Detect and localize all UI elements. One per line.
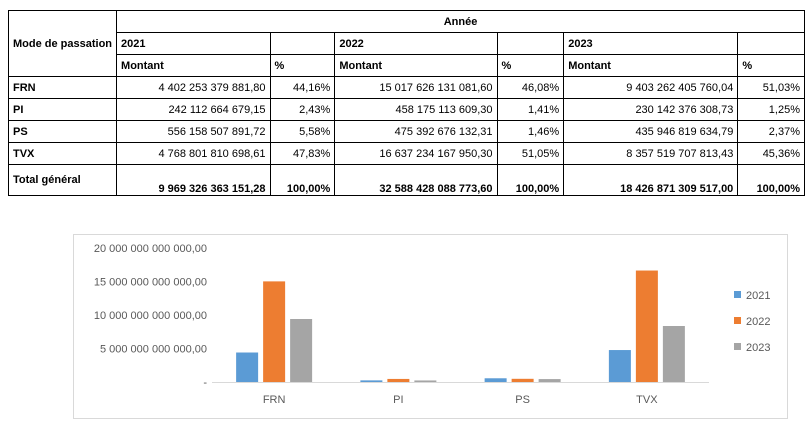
row-label: TVX: [7, 142, 118, 165]
legend-swatch: [734, 317, 741, 324]
cell: 44,16%: [269, 76, 336, 99]
pct-header: %: [269, 54, 336, 77]
amount-header: Montant: [334, 54, 498, 77]
cell: 9 403 262 405 760,04: [563, 76, 739, 99]
cell: 16 637 234 167 950,30: [334, 142, 498, 165]
cell: 475 392 676 132,31: [334, 120, 498, 143]
y-tick-label: -: [203, 377, 207, 389]
chart-area: - 5 000 000 000 000,00 10 000 000 000 000,…: [73, 234, 788, 419]
total-cell: 32 588 428 088 773,60: [334, 164, 498, 196]
total-cell: 9 969 326 363 151,28: [116, 164, 271, 196]
cell: 5,58%: [269, 120, 336, 143]
total-row: Total général 9 969 326 363 151,28 100,0…: [7, 164, 805, 196]
cell: 15 017 626 131 081,60: [334, 76, 498, 99]
cell: 2,37%: [737, 120, 805, 143]
x-tick-label: FRN: [263, 394, 286, 406]
pct-header: %: [737, 54, 805, 77]
bar-pi-2021: [360, 380, 383, 382]
cell: 242 112 664 679,15: [116, 98, 271, 121]
bar-tvx-2022: [635, 270, 658, 382]
cell: 47,83%: [269, 142, 336, 165]
bar-ps-2022: [511, 378, 534, 382]
year-header: 2023: [563, 32, 739, 55]
cell: 1,46%: [496, 120, 565, 143]
x-tick-label: TVX: [636, 394, 658, 406]
cell: 1,25%: [737, 98, 805, 121]
year-header: 2022: [334, 32, 498, 55]
bar-ps-2023: [538, 379, 561, 382]
cell: 45,36%: [737, 142, 805, 165]
bar-pi-2023: [414, 380, 437, 382]
cell: 2,43%: [269, 98, 336, 121]
bar-ps-2021: [484, 378, 507, 382]
x-tick-label: PS: [515, 394, 530, 406]
table-row: PS 556 158 507 891,72 5,58% 475 392 676 …: [7, 120, 805, 143]
amount-header: Montant: [116, 54, 271, 77]
cell: 1,41%: [496, 98, 565, 121]
row-label: PI: [7, 98, 118, 121]
row-label: PS: [7, 120, 118, 143]
total-cell: 100,00%: [496, 164, 565, 196]
annee-header: Année: [116, 10, 805, 33]
cell: 4 402 253 379 881,80: [116, 76, 271, 99]
bar-tvx-2021: [608, 350, 631, 382]
table-row: PI 242 112 664 679,15 2,43% 458 175 113 …: [7, 98, 805, 121]
bar-frn-2022: [263, 281, 286, 382]
legend-label: 2023: [746, 342, 770, 354]
pct-header: %: [496, 54, 565, 77]
row-label: FRN: [7, 76, 118, 99]
bar-chart: - 5 000 000 000 000,00 10 000 000 000 000,…: [94, 243, 771, 406]
cell: 230 142 376 308,73: [563, 98, 739, 121]
year-header: 2021: [116, 32, 271, 55]
y-tick-label: 5 000 000 000 000,00: [100, 344, 207, 356]
cell: 458 175 113 609,30: [334, 98, 498, 121]
total-cell: 18 426 871 309 517,00: [563, 164, 739, 196]
y-tick-label: 20 000 000 000 000,00: [94, 243, 207, 255]
amount-header: Montant: [563, 54, 739, 77]
total-cell: 100,00%: [269, 164, 336, 196]
bar-frn-2023: [290, 318, 313, 382]
y-tick-label: 15 000 000 000 000,00: [94, 277, 207, 289]
total-label: Total général: [7, 164, 118, 196]
data-table: Mode de passation Année 2021 2022 2023 M…: [7, 10, 805, 196]
total-cell: 100,00%: [737, 164, 805, 196]
cell: 4 768 801 810 698,61: [116, 142, 271, 165]
cell: 51,03%: [737, 76, 805, 99]
mode-header: Mode de passation: [7, 10, 118, 77]
x-tick-label: PI: [393, 394, 403, 406]
y-tick-label: 10 000 000 000 000,00: [94, 310, 207, 322]
legend-swatch: [734, 343, 741, 350]
table-row: TVX 4 768 801 810 698,61 47,83% 16 637 2…: [7, 142, 805, 165]
legend-swatch: [734, 291, 741, 298]
legend-label: 2022: [746, 316, 770, 328]
legend-label: 2021: [746, 290, 770, 302]
cell: 556 158 507 891,72: [116, 120, 271, 143]
cell: 8 357 519 707 813,43: [563, 142, 739, 165]
cell: 46,08%: [496, 76, 565, 99]
cell: 435 946 819 634,79: [563, 120, 739, 143]
bar-tvx-2023: [662, 326, 685, 382]
table-row: FRN 4 402 253 379 881,80 44,16% 15 017 6…: [7, 76, 805, 99]
bar-pi-2022: [387, 378, 410, 382]
cell: 51,05%: [496, 142, 565, 165]
bar-frn-2021: [236, 352, 259, 382]
